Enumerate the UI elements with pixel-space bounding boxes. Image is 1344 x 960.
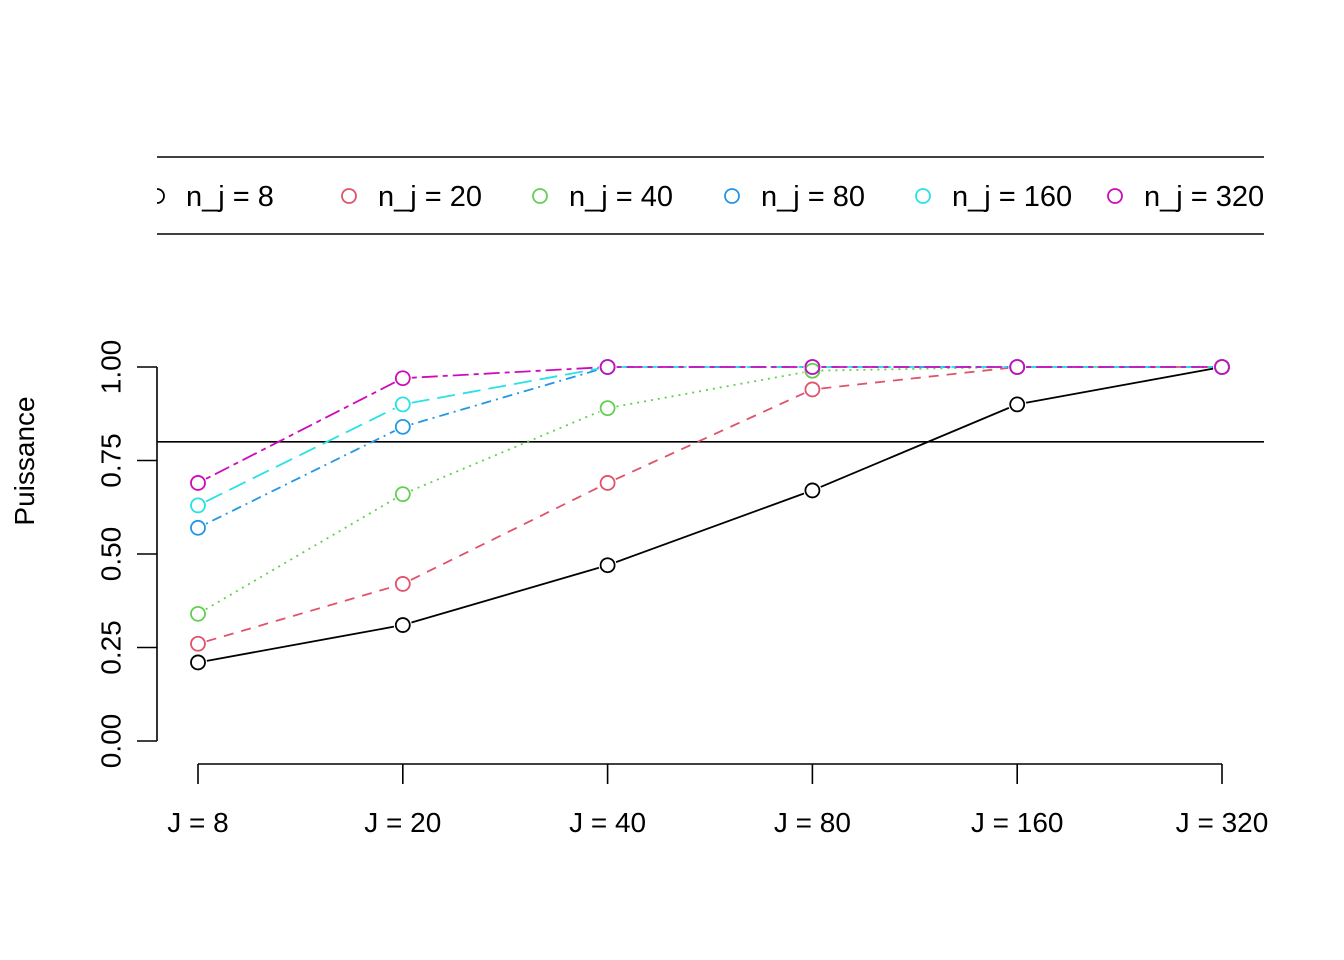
legend-marker bbox=[157, 188, 165, 204]
x-axis: J = 8 J = 20 J = 40 J = 80 J = 160 J = 320 bbox=[167, 763, 1269, 838]
legend-marker bbox=[915, 188, 931, 204]
data-point bbox=[804, 362, 821, 379]
data-point bbox=[804, 381, 821, 398]
legend-marker bbox=[341, 188, 357, 204]
series-segment bbox=[205, 497, 396, 611]
data-point bbox=[190, 654, 206, 671]
legend-marker bbox=[532, 188, 548, 204]
data-point bbox=[599, 475, 616, 491]
x-tick-label: J = 160 bbox=[971, 807, 1064, 838]
legend-marker bbox=[724, 188, 740, 204]
data-point bbox=[190, 475, 206, 491]
data-point bbox=[1009, 396, 1026, 413]
y-tick-label: 0.75 bbox=[95, 433, 126, 488]
series-segment bbox=[411, 366, 599, 379]
y-tick-label: 0.25 bbox=[95, 620, 126, 675]
x-tick-label: J = 320 bbox=[1176, 807, 1269, 838]
data-point bbox=[394, 486, 411, 503]
legend-item: n_j = 20 bbox=[341, 181, 482, 213]
data-point bbox=[394, 396, 411, 413]
y-tick-label: 0.50 bbox=[95, 527, 126, 582]
series-segment bbox=[411, 566, 600, 624]
data-point bbox=[190, 635, 206, 652]
series-segment bbox=[206, 625, 395, 662]
data-point bbox=[599, 400, 616, 417]
legend-item: n_j = 160 bbox=[915, 181, 1072, 213]
legend-label: n_j = 20 bbox=[378, 181, 482, 213]
legend-item: n_j = 40 bbox=[532, 181, 673, 213]
series-group bbox=[190, 359, 1230, 671]
series-n-j-20 bbox=[190, 359, 1230, 652]
legend-item: n_j = 320 bbox=[1107, 181, 1264, 213]
series-segment bbox=[205, 381, 396, 480]
series-segment bbox=[1025, 367, 1214, 404]
series-segment bbox=[616, 371, 804, 408]
y-tick-label: 1.00 bbox=[95, 340, 126, 395]
series-segment bbox=[206, 585, 395, 643]
series-segment bbox=[615, 492, 805, 563]
data-point bbox=[394, 370, 411, 387]
data-point bbox=[190, 605, 206, 622]
legend-label: n_j = 160 bbox=[952, 181, 1072, 213]
data-point bbox=[804, 482, 821, 499]
series-segment bbox=[821, 367, 1009, 390]
x-tick-label: J = 8 bbox=[167, 807, 228, 838]
series-segment bbox=[615, 392, 805, 481]
data-point bbox=[1214, 359, 1230, 375]
series-n-j-320 bbox=[190, 359, 1230, 491]
legend-item: n_j = 80 bbox=[724, 181, 865, 213]
data-point bbox=[394, 576, 411, 592]
legend-label: n_j = 80 bbox=[761, 181, 865, 213]
legend-item: n_j = 8 bbox=[157, 181, 274, 213]
data-point bbox=[804, 359, 821, 375]
data-point bbox=[599, 557, 616, 574]
y-axis-label: Puissance bbox=[9, 396, 40, 525]
data-point bbox=[1009, 359, 1026, 375]
series-segment bbox=[411, 368, 600, 426]
y-tick-label: 0.00 bbox=[95, 714, 126, 769]
legend: n_j = 8 n_j = 20 n_j = 40 n_j = 80 n_j = 160… bbox=[157, 156, 1264, 235]
series-segment bbox=[410, 410, 600, 492]
series-segment bbox=[205, 430, 396, 525]
series-segment bbox=[411, 367, 599, 404]
x-tick-label: J = 80 bbox=[774, 807, 851, 838]
data-point bbox=[190, 519, 206, 536]
x-tick-label: J = 40 bbox=[569, 807, 646, 838]
data-point bbox=[599, 359, 616, 375]
series-segment bbox=[410, 486, 600, 581]
legend-items: n_j = 8 n_j = 20 n_j = 40 n_j = 80 n_j = 160… bbox=[157, 181, 1264, 213]
y-axis: 0.00 0.25 0.50 0.75 1.00 bbox=[95, 340, 158, 769]
series-segment bbox=[205, 407, 396, 503]
x-tick-label: J = 20 bbox=[364, 807, 441, 838]
legend-label: n_j = 320 bbox=[1144, 181, 1264, 213]
legend-label: n_j = 8 bbox=[186, 181, 274, 213]
data-point bbox=[394, 617, 411, 633]
series-n-j-40 bbox=[190, 359, 1230, 622]
series-segment bbox=[820, 407, 1010, 488]
legend-marker bbox=[1107, 188, 1123, 204]
legend-label: n_j = 40 bbox=[569, 181, 673, 213]
series-n-j-80 bbox=[190, 359, 1230, 536]
series-n-j-160 bbox=[190, 359, 1230, 514]
data-point bbox=[190, 497, 206, 514]
data-point bbox=[394, 418, 411, 435]
